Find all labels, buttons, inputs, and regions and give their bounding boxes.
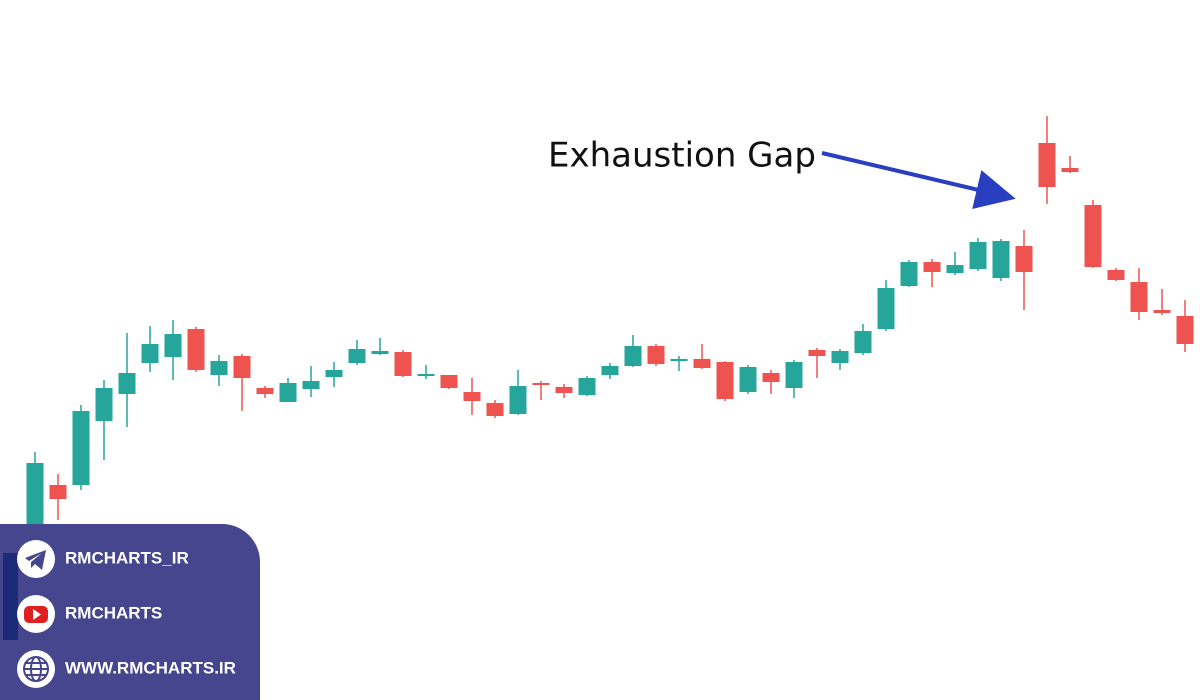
candle-body bbox=[762, 373, 780, 382]
candle-body bbox=[946, 265, 964, 273]
candle-body bbox=[969, 242, 987, 269]
annotation-arrow bbox=[821, 151, 1016, 210]
candle-body bbox=[325, 370, 343, 377]
candle-body bbox=[49, 485, 67, 499]
candle-body bbox=[555, 387, 573, 393]
globe bbox=[23, 656, 49, 682]
candle-body bbox=[371, 351, 389, 354]
candle-body bbox=[463, 392, 481, 401]
candle-body bbox=[1130, 282, 1148, 312]
candle-body bbox=[164, 334, 182, 357]
candle-body bbox=[693, 359, 711, 368]
candle-body bbox=[900, 262, 918, 286]
candle-body bbox=[1015, 246, 1033, 272]
contact-panel: RMCHARTS_IR RMCHARTS WWW.RMCHARTS.IR bbox=[0, 524, 260, 700]
annotation: Exhaustion Gap bbox=[548, 136, 816, 176]
contact-label: RMCHARTS bbox=[65, 603, 162, 622]
candle-body bbox=[785, 362, 803, 388]
candle-body bbox=[118, 373, 136, 394]
candle-body bbox=[72, 411, 90, 485]
candle-body bbox=[302, 381, 320, 389]
candle-body bbox=[279, 383, 297, 402]
candle-body bbox=[647, 346, 665, 364]
candles bbox=[26, 116, 1194, 560]
candle-body bbox=[1038, 143, 1056, 187]
candle-body bbox=[486, 403, 504, 416]
candle-body bbox=[624, 346, 642, 366]
youtube-play bbox=[33, 609, 41, 620]
candle-body bbox=[233, 356, 251, 378]
candle-body bbox=[210, 361, 228, 375]
candle-body bbox=[532, 383, 550, 385]
candle-body bbox=[1176, 316, 1194, 344]
candle-body bbox=[578, 378, 596, 395]
candle-body bbox=[1084, 205, 1102, 267]
candle-body bbox=[187, 329, 205, 370]
candle-body bbox=[141, 344, 159, 363]
contact-label: WWW.RMCHARTS.IR bbox=[65, 658, 236, 677]
candle-body bbox=[1061, 168, 1079, 172]
candle-body bbox=[854, 331, 872, 353]
candle-body bbox=[348, 349, 366, 363]
candle-body bbox=[1153, 310, 1171, 313]
telegram-plane bbox=[25, 550, 46, 570]
candle-body bbox=[923, 262, 941, 272]
candle-body bbox=[992, 241, 1010, 278]
panel-bg bbox=[0, 524, 260, 700]
candle-body bbox=[95, 388, 113, 421]
candle-body bbox=[808, 350, 826, 356]
candle-body bbox=[417, 374, 435, 376]
candle-body bbox=[601, 366, 619, 375]
candle-body bbox=[1107, 270, 1125, 280]
panel-stripe bbox=[3, 553, 18, 640]
candle-body bbox=[877, 288, 895, 329]
candle-body bbox=[394, 352, 412, 376]
candle-body bbox=[509, 386, 527, 414]
candle-body bbox=[831, 351, 849, 363]
contact-label: RMCHARTS_IR bbox=[65, 548, 189, 567]
candle-body bbox=[739, 367, 757, 392]
candle-body bbox=[716, 362, 734, 399]
candle-body bbox=[440, 375, 458, 388]
candle-body bbox=[670, 359, 688, 361]
candle-body bbox=[256, 388, 274, 394]
